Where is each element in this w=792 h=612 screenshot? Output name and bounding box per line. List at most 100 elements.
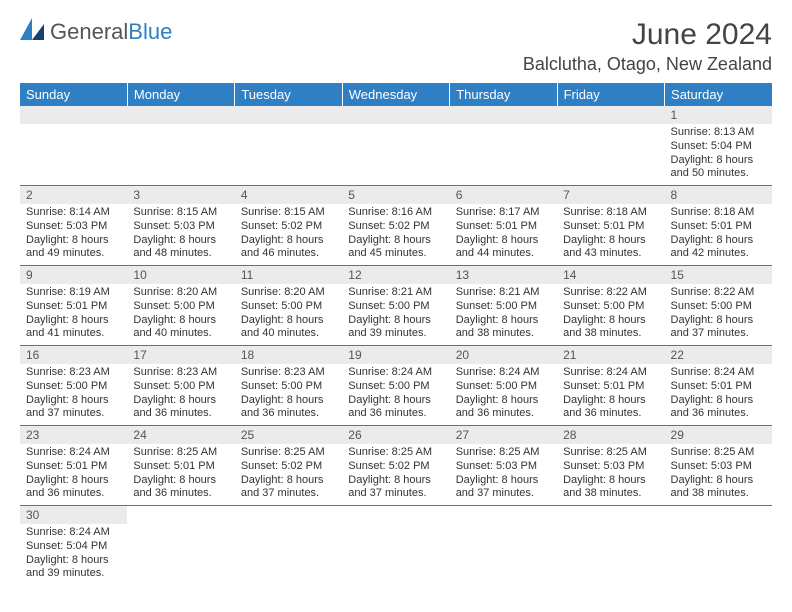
day-body-cell: Sunrise: 8:15 AMSunset: 5:03 PMDaylight:… (127, 204, 234, 266)
daylight-line: Daylight: 8 hours and 38 minutes. (456, 314, 551, 342)
weekday-header: Friday (557, 83, 664, 106)
day-body-cell: Sunrise: 8:24 AMSunset: 5:00 PMDaylight:… (450, 364, 557, 426)
day-body-cell (127, 124, 234, 186)
logo-text-general: General (50, 19, 128, 45)
sunset-line: Sunset: 5:01 PM (133, 460, 228, 474)
daylight-line: Daylight: 8 hours and 38 minutes. (563, 314, 658, 342)
day-number-cell (557, 506, 664, 525)
day-body-cell: Sunrise: 8:24 AMSunset: 5:00 PMDaylight:… (342, 364, 449, 426)
day-body-cell (450, 124, 557, 186)
daylight-line: Daylight: 8 hours and 36 minutes. (563, 394, 658, 422)
sunset-line: Sunset: 5:03 PM (456, 460, 551, 474)
sunset-line: Sunset: 5:00 PM (241, 380, 336, 394)
sunrise-line: Sunrise: 8:24 AM (563, 366, 658, 380)
logo-text-blue: Blue (128, 19, 172, 45)
month-title: June 2024 (523, 18, 772, 52)
day-number-cell: 8 (665, 186, 772, 205)
day-body-row: Sunrise: 8:24 AM Sunset: 5:01 PM Daylight:… (20, 444, 772, 506)
sunset-line: Sunset: 5:02 PM (241, 220, 336, 234)
daylight-line: Daylight: 8 hours and 39 minutes. (348, 314, 443, 342)
day-body-cell (557, 124, 664, 186)
daylight-line: Daylight: 8 hours and 44 minutes. (456, 234, 551, 262)
sunset-line: Sunset: 5:02 PM (348, 220, 443, 234)
sunset-line: Sunset: 5:00 PM (26, 380, 121, 394)
sunrise-line: Sunrise: 8:25 AM (133, 446, 228, 460)
day-body-cell: Sunrise: 8:23 AMSunset: 5:00 PMDaylight:… (235, 364, 342, 426)
weekday-header: Tuesday (235, 83, 342, 106)
day-body-cell (342, 524, 449, 585)
sunrise-line: Sunrise: 8:19 AM (26, 286, 121, 300)
day-number-cell (235, 106, 342, 124)
sunrise-line: Sunrise: 8:25 AM (241, 446, 336, 460)
weekday-header-row: SundayMondayTuesdayWednesdayThursdayFrid… (20, 83, 772, 106)
sunset-line: Sunset: 5:00 PM (671, 300, 766, 314)
sunset-line: Sunset: 5:02 PM (348, 460, 443, 474)
day-number-row: 1 (20, 106, 772, 124)
day-number-cell: 27 (450, 426, 557, 445)
sunrise-line: Sunrise: 8:22 AM (671, 286, 766, 300)
day-body-cell: Sunrise: 8:14 AMSunset: 5:03 PMDaylight:… (20, 204, 127, 266)
day-number-row: 30 (20, 506, 772, 525)
day-number-cell (127, 506, 234, 525)
sunset-line: Sunset: 5:01 PM (563, 220, 658, 234)
sunset-line: Sunset: 5:03 PM (563, 460, 658, 474)
day-number-cell: 5 (342, 186, 449, 205)
sunset-line: Sunset: 5:01 PM (563, 380, 658, 394)
daylight-line: Daylight: 8 hours and 37 minutes. (671, 314, 766, 342)
day-number-cell: 28 (557, 426, 664, 445)
day-body-cell (235, 524, 342, 585)
weekday-header: Sunday (20, 83, 127, 106)
daylight-line: Daylight: 8 hours and 43 minutes. (563, 234, 658, 262)
day-number-cell (127, 106, 234, 124)
day-number-row: 9101112131415 (20, 266, 772, 285)
daylight-line: Daylight: 8 hours and 46 minutes. (241, 234, 336, 262)
day-number-cell: 25 (235, 426, 342, 445)
day-number-cell (342, 106, 449, 124)
day-number-cell: 12 (342, 266, 449, 285)
title-block: June 2024 Balclutha, Otago, New Zealand (523, 18, 772, 75)
sunset-line: Sunset: 5:03 PM (133, 220, 228, 234)
day-number-cell: 29 (665, 426, 772, 445)
day-number-cell: 18 (235, 346, 342, 365)
daylight-line: Daylight: 8 hours and 48 minutes. (133, 234, 228, 262)
weekday-header: Thursday (450, 83, 557, 106)
day-body-cell: Sunrise: 8:25 AMSunset: 5:02 PMDaylight:… (235, 444, 342, 506)
day-number-cell (450, 506, 557, 525)
weekday-header: Monday (127, 83, 234, 106)
sunrise-line: Sunrise: 8:24 AM (26, 526, 121, 540)
weekday-header: Saturday (665, 83, 772, 106)
day-number-cell: 2 (20, 186, 127, 205)
day-number-cell: 15 (665, 266, 772, 285)
day-body-row: Sunrise: 8:19 AMSunset: 5:01 PMDaylight:… (20, 284, 772, 346)
daylight-line: Daylight: 8 hours and 45 minutes. (348, 234, 443, 262)
day-body-cell (235, 124, 342, 186)
daylight-line: Daylight: 8 hours and 42 minutes. (671, 234, 766, 262)
sunrise-line: Sunrise: 8:24 AM (456, 366, 551, 380)
sunset-line: Sunset: 5:03 PM (671, 460, 766, 474)
calendar-table: SundayMondayTuesdayWednesdayThursdayFrid… (20, 83, 772, 585)
day-number-row: 23242526272829 (20, 426, 772, 445)
day-number-cell: 4 (235, 186, 342, 205)
day-number-cell: 22 (665, 346, 772, 365)
daylight-line: Daylight: 8 hours and 40 minutes. (133, 314, 228, 342)
sunset-line: Sunset: 5:02 PM (241, 460, 336, 474)
day-number-cell: 7 (557, 186, 664, 205)
day-body-cell: Sunrise: 8:25 AMSunset: 5:01 PMDaylight:… (127, 444, 234, 506)
sunrise-line: Sunrise: 8:23 AM (241, 366, 336, 380)
day-number-cell: 6 (450, 186, 557, 205)
sunrise-line: Sunrise: 8:24 AM (26, 446, 121, 460)
daylight-line: Daylight: 8 hours and 37 minutes. (456, 474, 551, 502)
day-number-cell: 3 (127, 186, 234, 205)
day-number-cell: 24 (127, 426, 234, 445)
day-body-cell: Sunrise: 8:18 AMSunset: 5:01 PMDaylight:… (665, 204, 772, 266)
day-body-cell: Sunrise: 8:13 AMSunset: 5:04 PMDaylight:… (665, 124, 772, 186)
sunrise-line: Sunrise: 8:25 AM (671, 446, 766, 460)
day-number-cell (557, 106, 664, 124)
day-body-row: Sunrise: 8:13 AMSunset: 5:04 PMDaylight:… (20, 124, 772, 186)
day-number-cell: 14 (557, 266, 664, 285)
sunrise-line: Sunrise: 8:21 AM (348, 286, 443, 300)
sunset-line: Sunset: 5:00 PM (241, 300, 336, 314)
day-body-cell: Sunrise: 8:23 AMSunset: 5:00 PMDaylight:… (127, 364, 234, 426)
day-body-cell (127, 524, 234, 585)
daylight-line: Daylight: 8 hours and 36 minutes. (133, 394, 228, 422)
